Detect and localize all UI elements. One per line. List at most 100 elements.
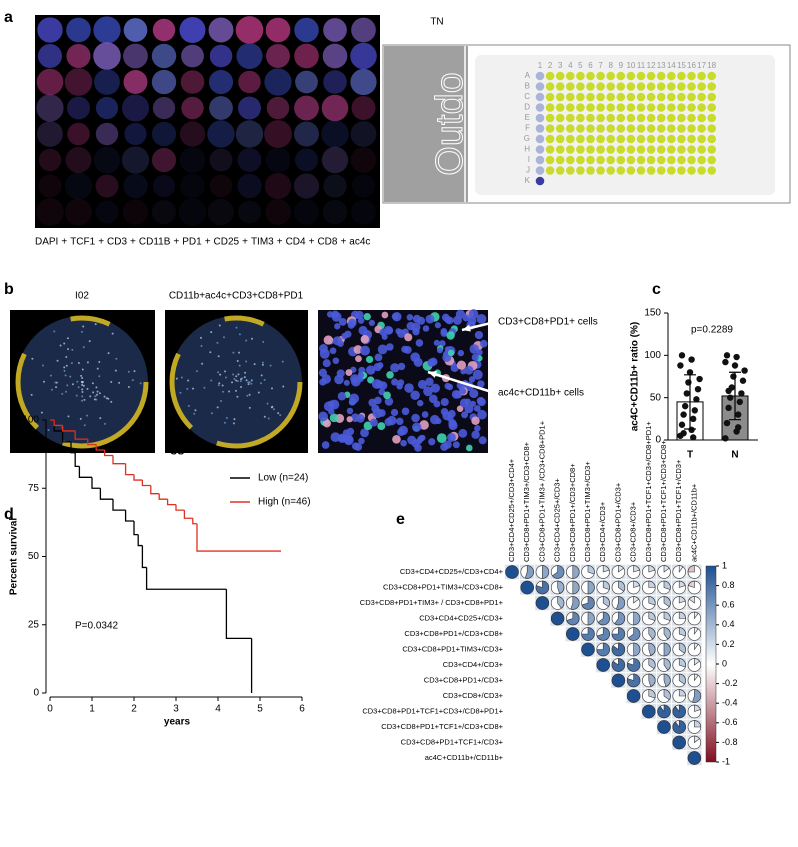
cell [219, 373, 222, 376]
pie [663, 580, 671, 590]
plate-side [384, 46, 468, 202]
data-point [739, 377, 747, 384]
cell [322, 359, 331, 368]
cell [41, 364, 44, 367]
pie [663, 565, 670, 573]
cell [238, 351, 241, 354]
tissue-core [294, 17, 319, 43]
pie [618, 580, 626, 592]
cell [479, 339, 488, 348]
tissue-core [209, 148, 233, 172]
plate-row-label: I [528, 155, 530, 164]
cell [395, 328, 402, 335]
cell [200, 345, 203, 348]
cell [81, 377, 84, 380]
pie [587, 611, 595, 626]
plate-well [667, 166, 676, 175]
tissue-core [180, 70, 205, 94]
cell [77, 386, 80, 389]
cell [110, 381, 113, 384]
plate-row-label: G [524, 134, 530, 143]
cell [69, 375, 72, 378]
tissue-core [238, 70, 261, 94]
column-label: ac4C+CD11b+/CD11b+ [689, 483, 698, 562]
plate-well [555, 134, 565, 144]
tissue-rim [169, 315, 303, 449]
pie [648, 580, 656, 588]
tissue-core [38, 148, 62, 172]
plate-well [667, 71, 676, 81]
cell [224, 376, 227, 379]
tissue-core [321, 146, 349, 174]
cell [456, 360, 467, 370]
legend-separator: + [277, 237, 283, 248]
x-tick-label: 5 [257, 704, 263, 715]
error-bar [729, 371, 741, 421]
data-point [686, 369, 694, 376]
plate-well [566, 155, 575, 165]
plate-column-label: 9 [619, 61, 624, 70]
tissue-core [237, 173, 262, 199]
cell [104, 422, 107, 425]
survival-step [145, 567, 227, 590]
tissue-core [151, 69, 177, 95]
plate-well [545, 124, 555, 133]
cell [105, 397, 108, 400]
row-label: CD3+CD4+/CD3+ [443, 660, 504, 669]
plate-well [555, 103, 565, 112]
data-point [735, 411, 742, 418]
data-point [730, 373, 737, 380]
plate-well [555, 71, 565, 81]
pie [566, 611, 580, 626]
cell [217, 371, 220, 374]
plate-column-label: 11 [637, 61, 646, 70]
x-tick-label: 0 [47, 704, 53, 715]
cell [92, 391, 95, 394]
cell [477, 409, 487, 420]
pie [611, 642, 626, 657]
pie [626, 658, 641, 672]
plate-well [646, 166, 656, 175]
tissue-core [323, 18, 347, 42]
pie [557, 580, 565, 594]
cell [193, 412, 196, 415]
cell [469, 344, 480, 354]
cell [343, 379, 350, 386]
plate-column-label: 3 [558, 61, 563, 70]
cell [110, 400, 113, 403]
arrow [427, 370, 496, 395]
plate-column-label: 1 [538, 61, 543, 70]
data-point [691, 407, 698, 414]
tissue-core [350, 147, 377, 173]
plate-well [636, 82, 646, 91]
legend-label: High (n=46) [258, 497, 311, 508]
tissue-core [95, 96, 119, 120]
cell [219, 400, 222, 403]
plate-well [535, 166, 545, 175]
pie [581, 627, 595, 641]
cell [321, 441, 330, 449]
cell [279, 414, 282, 417]
tissue-core [181, 96, 204, 120]
plate-well [677, 155, 686, 165]
plate-well [566, 92, 575, 102]
plate-well [576, 71, 585, 81]
pie [672, 735, 686, 750]
pie [581, 642, 595, 657]
cell [192, 387, 195, 390]
cell [236, 380, 239, 383]
tissue-rim [15, 315, 149, 449]
data-point [722, 358, 729, 366]
plate-well [586, 113, 595, 123]
data-point [694, 386, 702, 393]
plate-row-label: F [525, 124, 530, 133]
tissue-core [266, 44, 290, 68]
pie [663, 611, 671, 621]
colorbar-tick-label: 1 [722, 560, 727, 570]
pie [626, 673, 641, 688]
colorbar-tick-label: -1 [722, 756, 730, 766]
cell [386, 343, 394, 351]
cell [88, 340, 91, 343]
data-point [735, 424, 742, 431]
cell [369, 418, 378, 427]
